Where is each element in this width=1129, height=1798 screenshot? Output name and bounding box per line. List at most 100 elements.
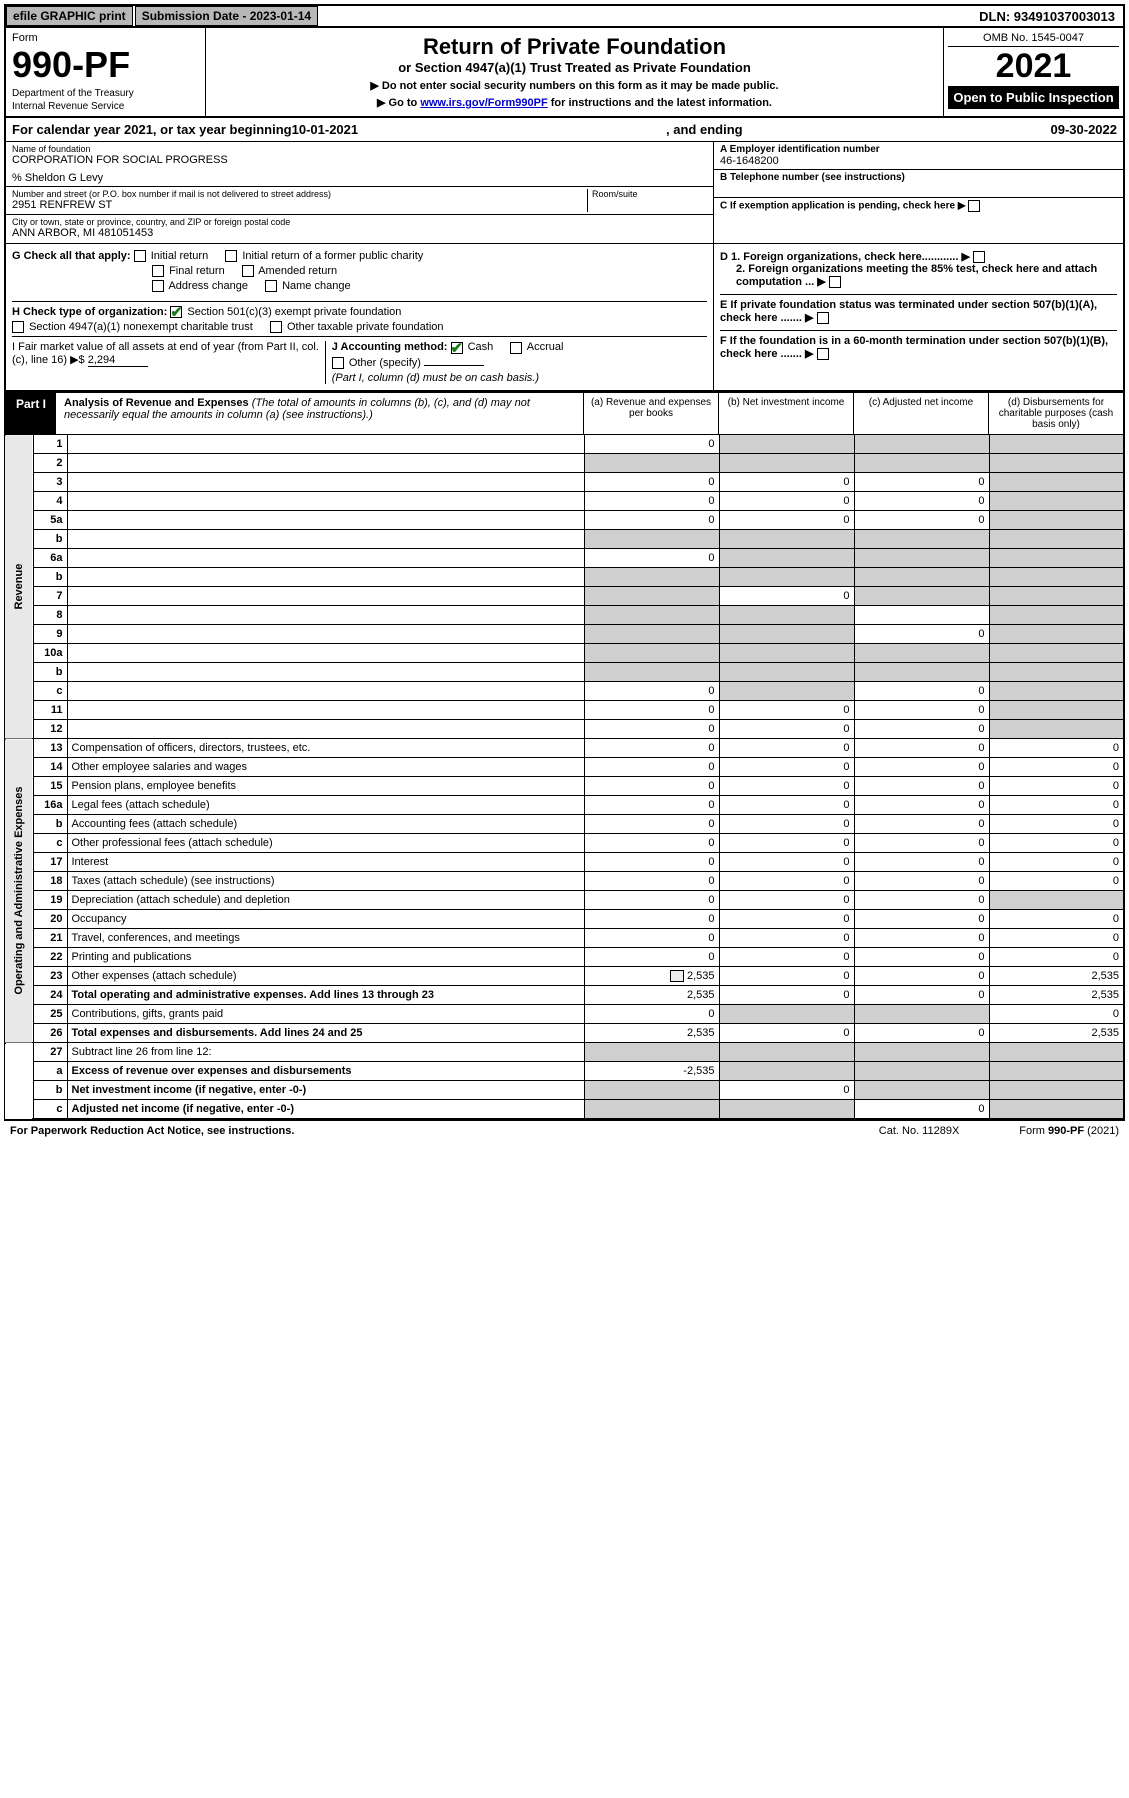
h-opt-2: Section 4947(a)(1) nonexempt charitable …: [29, 321, 253, 333]
cell-b: 0: [719, 700, 854, 719]
checkbox-cash[interactable]: [451, 342, 463, 354]
g-opt-2: Final return: [169, 265, 225, 277]
dept-treasury: Department of the Treasury: [12, 88, 199, 99]
cell-d: [989, 567, 1124, 586]
exemption-pending-label: C If exemption application is pending, c…: [720, 201, 955, 212]
g-opt-4: Address change: [168, 280, 248, 292]
checks-block: G Check all that apply: Initial return I…: [4, 244, 1125, 391]
cell-a: [584, 453, 719, 472]
cell-d: [989, 1099, 1124, 1119]
efile-print-button[interactable]: efile GRAPHIC print: [6, 6, 133, 26]
checkbox-other-method[interactable]: [332, 357, 344, 369]
revenue-table: Revenue102300040005a000b6a0b7089010abc00…: [4, 435, 1125, 739]
cell-b: 0: [719, 928, 854, 947]
checkbox-address-change[interactable]: [152, 280, 164, 292]
cell-a: 2,535: [584, 985, 719, 1004]
checkbox-f[interactable]: [817, 348, 829, 360]
dln: DLN: 93491037003013: [971, 7, 1123, 26]
cell-c: 0: [854, 985, 989, 1004]
cell-c: [854, 567, 989, 586]
row-desc: [67, 510, 584, 529]
row-desc: Excess of revenue over expenses and disb…: [67, 1061, 584, 1080]
row-desc: [67, 453, 584, 472]
cell-c: [854, 435, 989, 454]
row-num: 2: [33, 453, 67, 472]
checkbox-name-change[interactable]: [265, 280, 277, 292]
cell-d: [989, 1080, 1124, 1099]
cell-d: [989, 719, 1124, 738]
cell-d: 0: [989, 852, 1124, 871]
cell-a: 0: [584, 739, 719, 758]
row-num: c: [33, 681, 67, 700]
row-num: 12: [33, 719, 67, 738]
checkbox-amended[interactable]: [242, 265, 254, 277]
e-label: E If private foundation status was termi…: [720, 299, 1097, 324]
cell-a: 0: [584, 890, 719, 909]
checkbox-accrual[interactable]: [510, 342, 522, 354]
checkbox-d1[interactable]: [973, 251, 985, 263]
checkbox-final-return[interactable]: [152, 265, 164, 277]
expenses-table: Operating and Administrative Expenses13C…: [4, 739, 1125, 1043]
checkbox-initial-former[interactable]: [225, 250, 237, 262]
col-c-header: (c) Adjusted net income: [853, 393, 988, 434]
cell-a: [584, 605, 719, 624]
cell-c: [854, 1004, 989, 1023]
row-desc: Travel, conferences, and meetings: [67, 928, 584, 947]
cell-a: [584, 1043, 719, 1062]
row-num: 7: [33, 586, 67, 605]
checkbox-4947[interactable]: [12, 321, 24, 333]
checkbox-d2[interactable]: [829, 276, 841, 288]
d1-label: D 1. Foreign organizations, check here..…: [720, 251, 958, 263]
cell-a: [584, 624, 719, 643]
paperwork-notice: For Paperwork Reduction Act Notice, see …: [10, 1125, 294, 1137]
care-of: % Sheldon G Levy: [12, 172, 707, 184]
checkbox-501c3[interactable]: [170, 306, 182, 318]
checkbox-other-taxable[interactable]: [270, 321, 282, 333]
ein-label: A Employer identification number: [720, 144, 1117, 155]
cell-b: [719, 681, 854, 700]
cell-a: 0: [584, 700, 719, 719]
cell-b: 0: [719, 909, 854, 928]
cat-no: Cat. No. 11289X: [879, 1125, 960, 1137]
row-num: 3: [33, 472, 67, 491]
col-d-header: (d) Disbursements for charitable purpose…: [988, 393, 1123, 434]
side-label: Revenue: [5, 435, 33, 739]
side-label: [5, 1043, 33, 1119]
phone-label: B Telephone number (see instructions): [720, 172, 1117, 183]
cell-b: 0: [719, 795, 854, 814]
cell-d: 0: [989, 1004, 1124, 1023]
g-opt-5: Name change: [282, 280, 351, 292]
cell-c: [854, 1080, 989, 1099]
row-num: 23: [33, 966, 67, 985]
note-ssn: ▶ Do not enter social security numbers o…: [212, 79, 937, 92]
cell-b: [719, 1061, 854, 1080]
cell-c: 0: [854, 700, 989, 719]
cell-c: 0: [854, 814, 989, 833]
checkbox-e[interactable]: [817, 312, 829, 324]
cell-d: 2,535: [989, 985, 1124, 1004]
j-cash: Cash: [468, 341, 494, 353]
cell-c: 0: [854, 909, 989, 928]
row-desc: Compensation of officers, directors, tru…: [67, 739, 584, 758]
cell-d: [989, 624, 1124, 643]
cell-b: [719, 1099, 854, 1119]
attachment-icon[interactable]: [670, 970, 684, 982]
checkbox-c[interactable]: [968, 200, 980, 212]
cell-d: [989, 491, 1124, 510]
cell-b: [719, 567, 854, 586]
cell-d: 0: [989, 757, 1124, 776]
row-desc: [67, 586, 584, 605]
cell-d: [989, 453, 1124, 472]
irs-link[interactable]: www.irs.gov/Form990PF: [420, 97, 547, 109]
cell-c: [854, 586, 989, 605]
cell-b: 0: [719, 1023, 854, 1042]
row-num: 4: [33, 491, 67, 510]
cell-d: 0: [989, 739, 1124, 758]
cell-a: 0: [584, 795, 719, 814]
part1-tag: Part I: [6, 393, 56, 434]
addr-label: Number and street (or P.O. box number if…: [12, 189, 587, 199]
row-desc: [67, 624, 584, 643]
checkbox-initial-return[interactable]: [134, 250, 146, 262]
row-num: b: [33, 529, 67, 548]
fmv-value: 2,294: [88, 354, 148, 367]
